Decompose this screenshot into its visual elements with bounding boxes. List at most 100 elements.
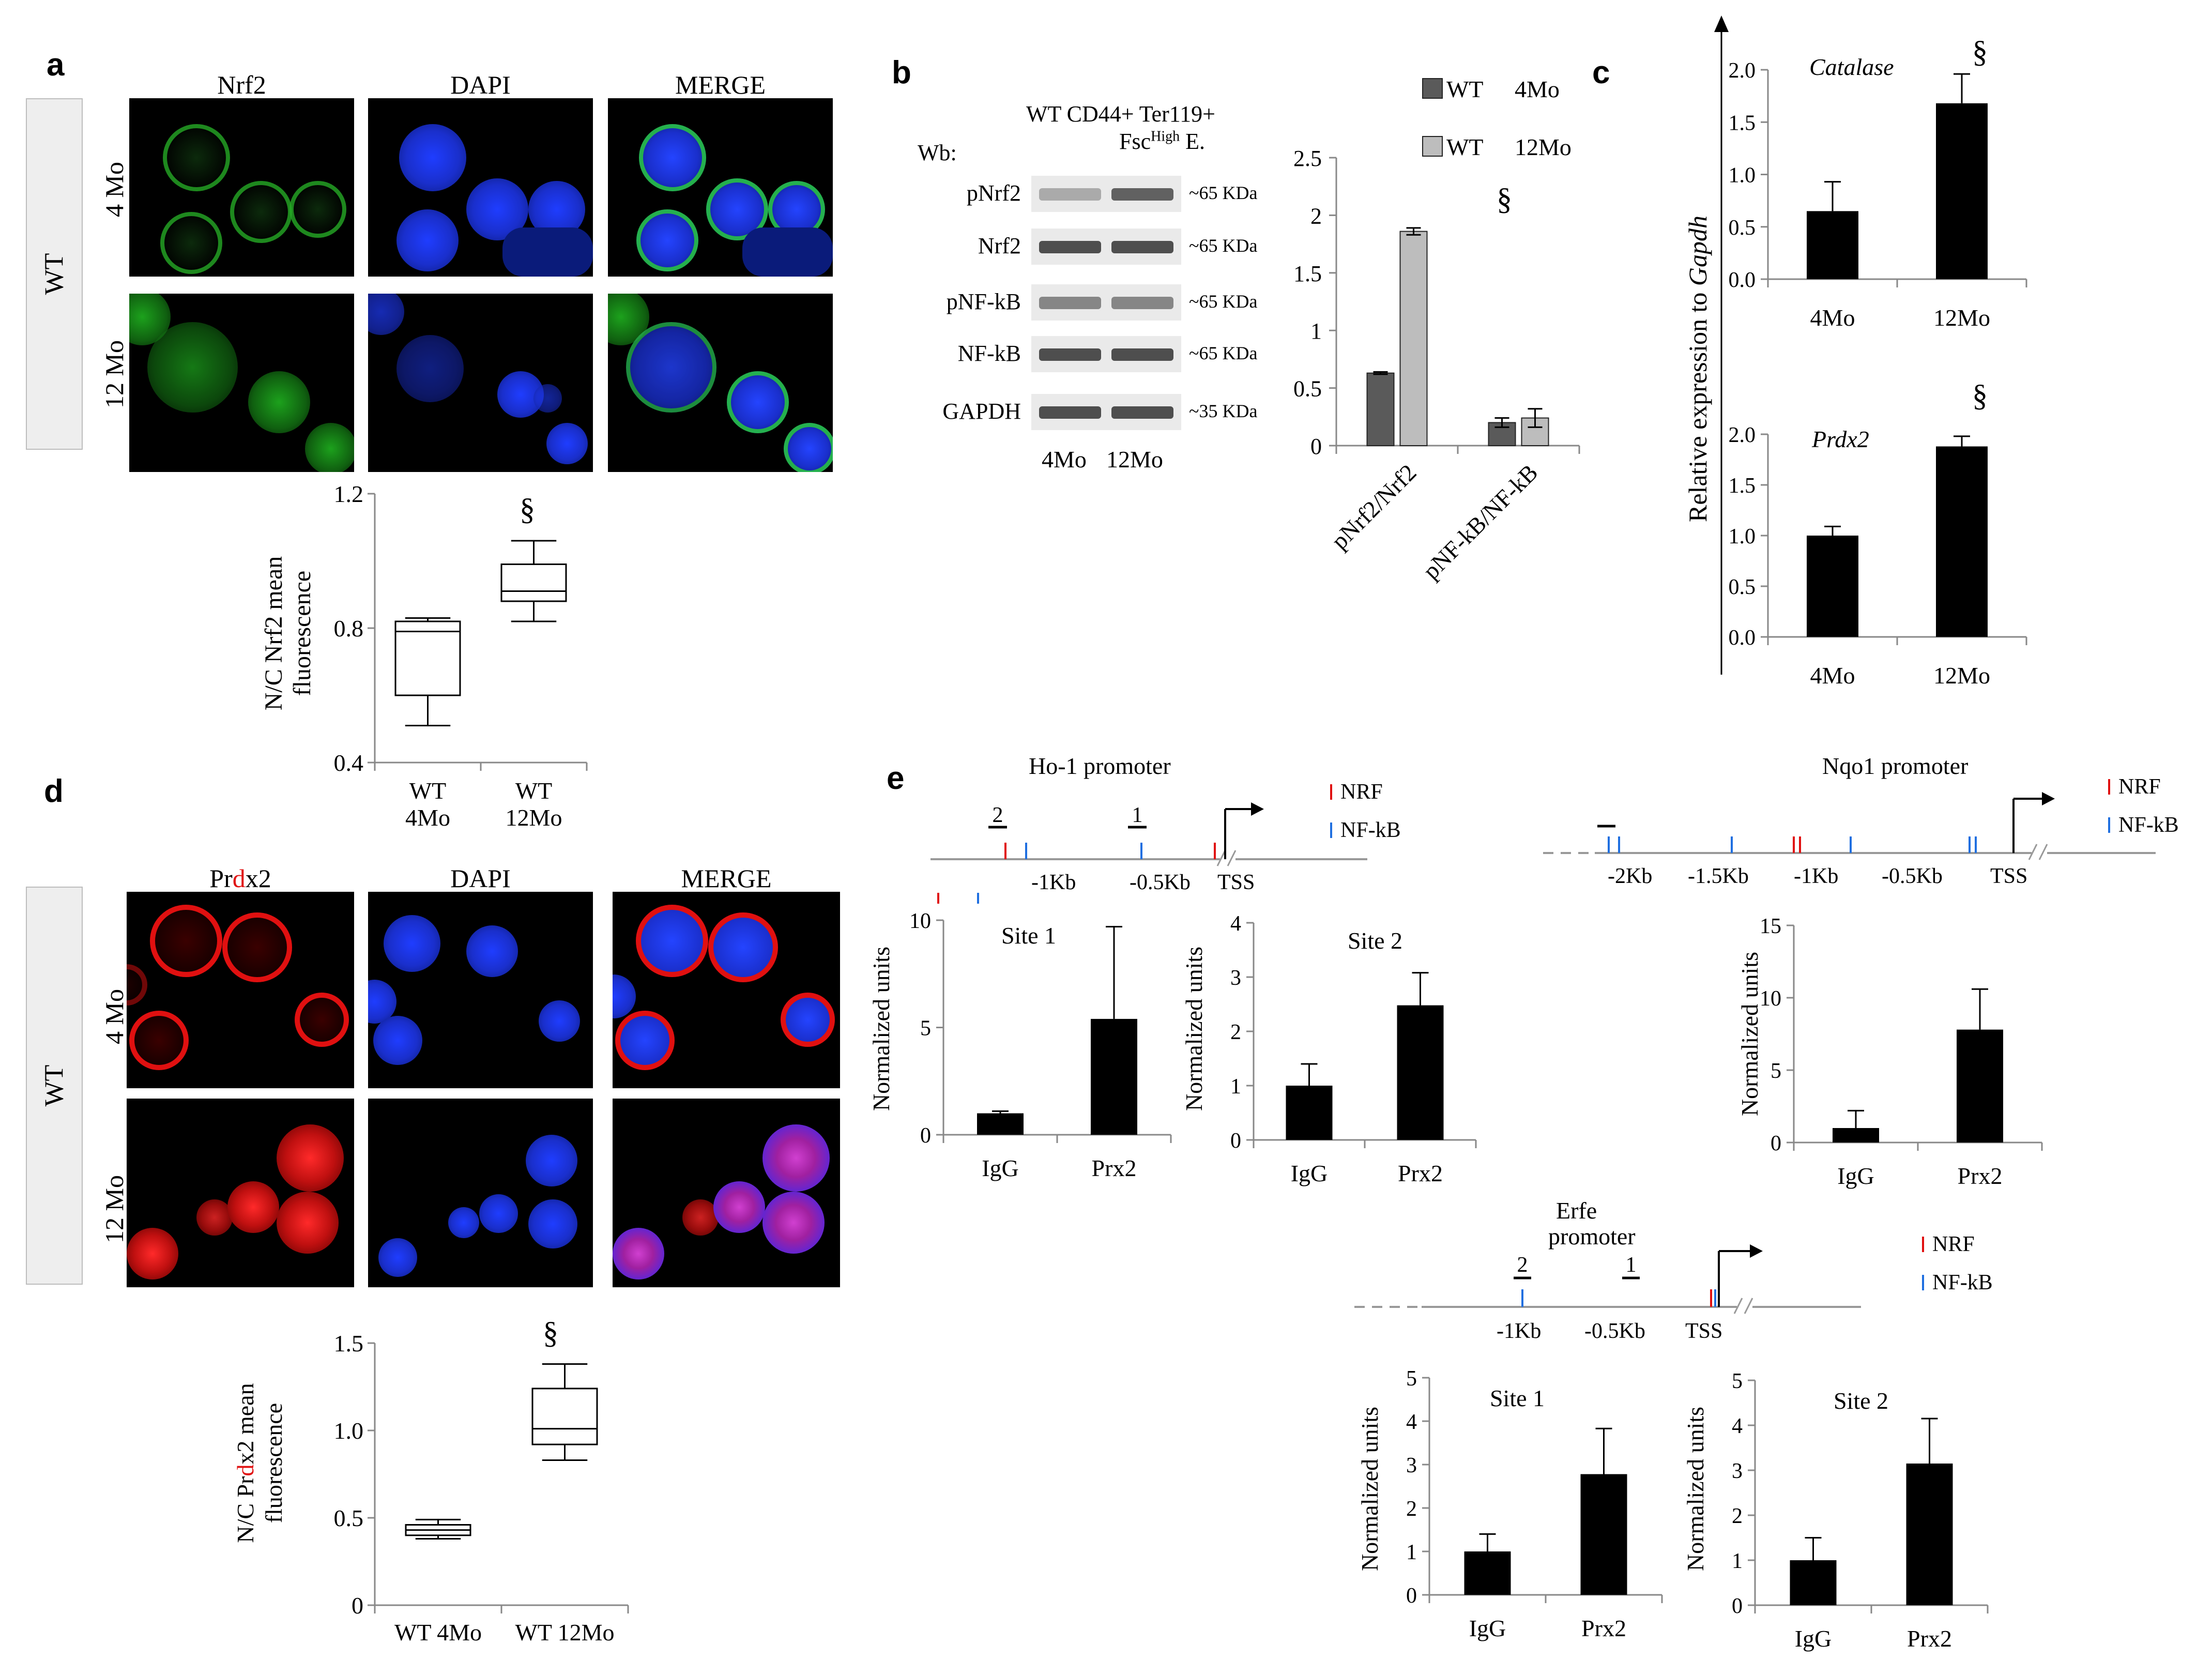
b-legend-swatch-1: [1422, 136, 1443, 157]
c_catalase-ytick-label-3: 1.5: [1729, 111, 1756, 135]
e_ho1_site2-bar-1: [1397, 1005, 1444, 1140]
e_erfe_site2-ytick-label-4: 4: [1732, 1414, 1743, 1438]
ho1-tick-tss: TSS: [1217, 871, 1255, 894]
wb-band-1: [1031, 229, 1181, 265]
ho1-break-2: [1227, 850, 1237, 866]
c_catalase-annotation: §: [1972, 35, 1988, 69]
wb-size-2: ~65 KDa: [1189, 291, 1258, 312]
e_ho1_site1-ytick-label-0: 0: [920, 1124, 931, 1148]
wb-protein-4: GAPDH: [942, 399, 1021, 424]
e_nqo1-ytick-label-2: 10: [1760, 987, 1781, 1011]
panel-a-col-dapi: DAPI: [450, 70, 511, 99]
b-bar-0-0: [1366, 372, 1395, 446]
d_box-ytick-label-3: 1.5: [334, 1330, 364, 1357]
e_erfe_site2-ytick-label-1: 1: [1732, 1549, 1743, 1573]
e_nqo1-ytick-label-0: 0: [1771, 1132, 1781, 1155]
c_catalase-ytick-label-2: 1.0: [1729, 164, 1756, 188]
panel-a-label: a: [47, 47, 65, 83]
c_catalase-ytick-label-0: 0.0: [1729, 268, 1756, 292]
panel-a-image-nrf2-4mo: [129, 98, 354, 277]
e_erfe_site2-ytick-label-2: 2: [1732, 1504, 1743, 1528]
panel-b-header-line1: WT CD44+ Ter119+: [1026, 101, 1215, 127]
e_ho1_site2-ytick-label-0: 0: [1230, 1129, 1241, 1153]
panel-d-image-dapi-12mo: [368, 1099, 593, 1287]
e_erfe_site1-bar-0: [1464, 1551, 1511, 1595]
b-bar-0-1: [1399, 231, 1428, 446]
panel-d-col-merge: MERGE: [681, 864, 772, 893]
d_box-annotation: §: [543, 1316, 558, 1350]
e_ho1_site1-ylabel: Normalized units: [868, 947, 894, 1111]
panel-b-header-e: E.: [1180, 129, 1206, 154]
e_erfe_site2-bar-1: [1906, 1463, 1953, 1605]
e_erfe_site1-ytick-label-2: 2: [1406, 1497, 1417, 1521]
erfe-legend-nfkb: NF-kB: [1932, 1271, 1993, 1295]
e_nqo1-xlabel-1: Prx2: [1958, 1163, 2003, 1189]
nqo1-legend-nrf: NRF: [2118, 775, 2161, 799]
e_erfe_site2-bar-0: [1790, 1560, 1837, 1605]
c_prdx2-annotation: §: [1972, 378, 1988, 413]
ho1-promoter-title: Ho-1 promoter: [1029, 753, 1171, 779]
a-box-ylabel-line1: N/C Nrf2 mean: [260, 556, 287, 711]
e_ho1_site2-ytick-label-4: 4: [1230, 912, 1241, 936]
e_nqo1-ylabel: Normalized units: [1736, 952, 1763, 1116]
c_catalase-xlabel-1: 12Mo: [1933, 304, 1990, 331]
a_box-box-0: [394, 620, 461, 696]
panel-c-label: c: [1592, 55, 1610, 90]
c_prdx2-ytick-label-2: 1.0: [1729, 525, 1756, 549]
wb-size-4: ~35 KDa: [1189, 401, 1258, 421]
panel-a-col-nrf2: Nrf2: [217, 70, 266, 99]
e_ho1_site2-bar-0: [1286, 1086, 1333, 1140]
erfe-tick-tss: TSS: [1685, 1319, 1722, 1343]
panel-d-image-merge-4mo: [613, 892, 840, 1088]
panel-d-col-dapi: DAPI: [450, 864, 511, 893]
e_ho1_site1-xlabel-0: IgG: [982, 1155, 1019, 1181]
panel-b-header-line2: FscHigh E.: [1119, 128, 1205, 155]
e_ho1_site2-xlabel-0: IgG: [1291, 1160, 1328, 1186]
e_nqo1-ytick-label-1: 5: [1771, 1059, 1781, 1083]
panel-b-header-high: High: [1151, 128, 1180, 145]
panel-a-image-dapi-4mo: [368, 98, 593, 277]
e_ho1_site2-xlabel-1: Prx2: [1398, 1160, 1443, 1186]
ho1-break-1: [1216, 850, 1226, 866]
erfe-site1-number: 1: [1626, 1253, 1637, 1277]
panel-d-col-prdx2-red-letter: d: [232, 864, 246, 893]
erfe-promoter-title-2: promoter: [1548, 1223, 1636, 1250]
c_catalase-xlabel-0: 4Mo: [1810, 304, 1855, 331]
wb-protein-3: NF-kB: [957, 341, 1021, 366]
panel-b-lane-12mo: 12Mo: [1106, 446, 1163, 473]
nqo1-break-2: [2038, 844, 2048, 860]
panel-d-wt-box: WT: [26, 887, 83, 1285]
erfe-break-2: [1744, 1298, 1753, 1314]
c_prdx2-xlabel-1: 12Mo: [1933, 662, 1990, 689]
e_erfe_site1-ytick-label-1: 1: [1406, 1541, 1417, 1564]
panel-b-label: b: [892, 55, 911, 90]
nqo1-legend-nfkb: NF-kB: [2118, 813, 2179, 837]
b-legend-right-1: 12Mo: [1515, 134, 1572, 160]
panel-a-image-merge-12mo: [608, 294, 833, 472]
panel-d-image-merge-12mo: [613, 1099, 840, 1287]
c_prdx2-ytick-label-0: 0.0: [1729, 626, 1756, 650]
e_ho1_site1-ytick-label-2: 10: [909, 909, 931, 933]
erfe-promoter-title-1: Erfe: [1556, 1197, 1597, 1224]
panel-d-image-dapi-4mo: [368, 892, 593, 1088]
erfe-tick-05kb: -0.5Kb: [1584, 1319, 1645, 1343]
wb-band-4: [1031, 394, 1181, 430]
erfe-site2-number: 2: [1517, 1253, 1528, 1277]
e_erfe_site1-ytick-label-3: 3: [1406, 1454, 1417, 1478]
d_box-xlabel-1: WT 12Mo: [515, 1619, 614, 1646]
e_erfe_site1-ytick-label-4: 4: [1406, 1410, 1417, 1434]
nqo1-tss-arrowhead: [2042, 792, 2055, 805]
c_catalase-ytick-label-1: 0.5: [1729, 216, 1756, 240]
b-legend-left-1: WT: [1446, 134, 1484, 160]
panel-b-lane-4mo: 4Mo: [1042, 446, 1087, 473]
ho1-tick-05kb: -0.5Kb: [1130, 871, 1191, 894]
b-bar-ytick-label-2: 1: [1310, 318, 1322, 344]
panel-d-col-prdx2: Prdx2: [127, 863, 354, 893]
wb-band-0: [1031, 176, 1181, 212]
c-arrow-head: [1714, 16, 1729, 32]
e_nqo1-ytick-label-3: 15: [1760, 915, 1781, 938]
c_prdx2-ytick-label-4: 2.0: [1729, 423, 1756, 447]
e_ho1_site2-ytick-label-3: 3: [1230, 966, 1241, 990]
e_ho1_site2-ytick-label-2: 2: [1230, 1021, 1241, 1044]
